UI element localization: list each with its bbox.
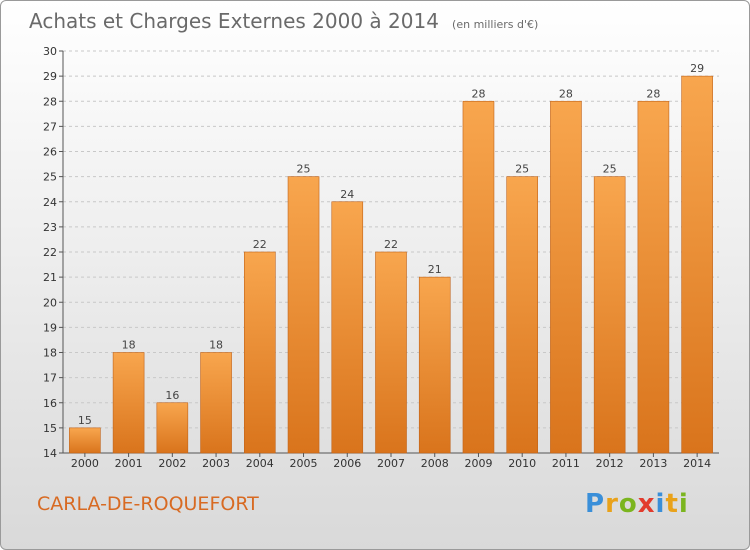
y-tick-label: 25 [43, 171, 57, 184]
logo-letter: P [585, 489, 606, 519]
x-tick-label: 2004 [246, 457, 274, 470]
y-tick-label: 29 [43, 70, 57, 83]
x-tick-label: 2006 [333, 457, 361, 470]
logo-letter: t [665, 489, 679, 519]
bar [418, 276, 451, 454]
bar [69, 427, 101, 454]
logo-letter: r [605, 489, 619, 519]
bar [200, 352, 232, 454]
bar [593, 176, 626, 454]
x-tick-label: 2011 [552, 457, 580, 470]
data-label: 25 [603, 163, 617, 176]
y-tick-label: 21 [43, 271, 57, 284]
y-tick-label: 15 [43, 422, 57, 435]
bar [681, 75, 713, 454]
y-tick-label: 17 [43, 372, 57, 385]
data-label: 25 [515, 163, 529, 176]
logo-letter: i [655, 489, 666, 519]
x-tick-label: 2009 [464, 457, 492, 470]
bar [550, 100, 582, 454]
bar [287, 176, 320, 454]
data-label: 15 [78, 414, 92, 427]
bar [244, 251, 276, 454]
data-label: 22 [384, 238, 398, 251]
x-tick-label: 2012 [596, 457, 624, 470]
chart-title-block: Achats et Charges Externes 2000 à 2014 (… [29, 9, 538, 33]
data-label: 16 [165, 389, 179, 402]
bar [156, 402, 189, 454]
chart-unit: (en milliers d'€) [452, 18, 539, 31]
data-label: 24 [340, 188, 354, 201]
bar [506, 176, 539, 454]
x-tick-label: 2000 [71, 457, 99, 470]
data-label: 21 [428, 263, 442, 276]
y-tick-label: 28 [43, 95, 57, 108]
logo-letter: o [618, 489, 638, 519]
y-tick-label: 30 [43, 45, 57, 58]
data-label: 22 [253, 238, 267, 251]
x-tick-label: 2014 [683, 457, 711, 470]
bar [375, 251, 407, 454]
data-label: 18 [122, 339, 136, 352]
x-tick-label: 2005 [290, 457, 318, 470]
y-tick-label: 27 [43, 120, 57, 133]
data-label: 25 [297, 163, 311, 176]
data-label: 18 [209, 339, 223, 352]
proxiti-logo[interactable]: Proxiti [585, 489, 689, 519]
x-tick-label: 2008 [421, 457, 449, 470]
logo-letter: x [637, 489, 656, 519]
commune-name: CARLA-DE-ROQUEFORT [37, 493, 259, 515]
chart-title: Achats et Charges Externes 2000 à 2014 [29, 9, 439, 33]
bar [331, 201, 364, 454]
y-tick-label: 16 [43, 397, 57, 410]
y-tick-label: 23 [43, 221, 57, 234]
data-label: 28 [646, 87, 660, 100]
data-label: 29 [690, 62, 704, 75]
y-tick-label: 26 [43, 146, 57, 159]
data-label: 28 [471, 87, 485, 100]
x-tick-label: 2007 [377, 457, 405, 470]
y-tick-label: 14 [43, 447, 57, 460]
y-tick-label: 20 [43, 296, 57, 309]
x-tick-label: 2003 [202, 457, 230, 470]
y-tick-label: 18 [43, 347, 57, 360]
x-tick-label: 2001 [115, 457, 143, 470]
bar [112, 352, 145, 454]
bar [637, 100, 670, 454]
y-tick-label: 19 [43, 321, 57, 334]
y-tick-label: 24 [43, 196, 57, 209]
logo-letter: i [678, 489, 689, 519]
x-tick-label: 2013 [639, 457, 667, 470]
bar [462, 100, 495, 454]
x-tick-label: 2010 [508, 457, 536, 470]
y-tick-label: 22 [43, 246, 57, 259]
x-tick-label: 2002 [158, 457, 186, 470]
data-label: 28 [559, 87, 573, 100]
